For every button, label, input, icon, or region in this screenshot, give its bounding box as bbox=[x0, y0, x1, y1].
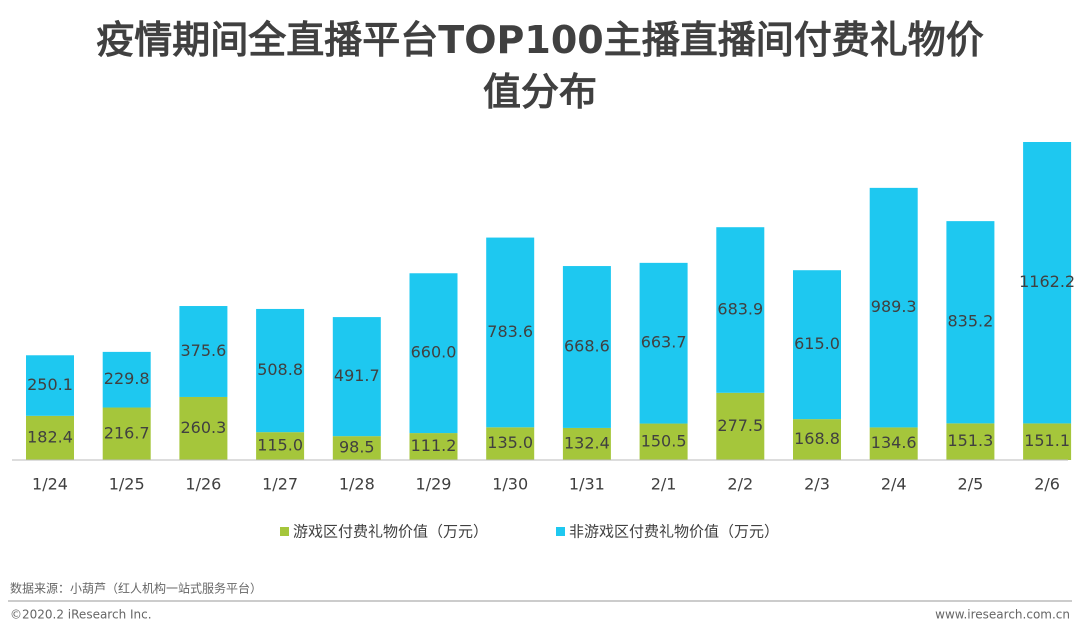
value-label: 1162.2 bbox=[1019, 272, 1075, 291]
x-tick-label: 1/31 bbox=[569, 475, 605, 494]
x-tick-label: 2/1 bbox=[651, 475, 677, 494]
copyright: ©2020.2 iResearch Inc. bbox=[10, 608, 152, 622]
x-tick-label: 1/27 bbox=[262, 475, 298, 494]
bar-segment bbox=[256, 308, 305, 433]
bar-segment bbox=[1023, 423, 1072, 460]
value-label: 615.0 bbox=[794, 334, 840, 353]
bar-segment bbox=[26, 355, 74, 416]
value-label: 115.0 bbox=[257, 436, 303, 455]
x-tick-label: 2/4 bbox=[881, 475, 907, 494]
chart-title: 疫情期间全直播平台TOP100主播直播间付费礼物价值分布 bbox=[96, 18, 984, 114]
bar-segment bbox=[793, 270, 841, 420]
value-label: 683.9 bbox=[717, 300, 763, 319]
website: www.iresearch.com.cn bbox=[935, 608, 1070, 622]
value-label: 663.7 bbox=[641, 333, 687, 352]
bar-segment bbox=[256, 432, 305, 460]
value-label: 660.0 bbox=[411, 343, 457, 362]
value-label: 151.3 bbox=[947, 431, 993, 450]
bar-segment bbox=[486, 427, 535, 460]
value-label: 98.5 bbox=[339, 438, 375, 457]
legend-swatch bbox=[556, 527, 565, 536]
value-label: 375.6 bbox=[180, 341, 226, 360]
bar-segment bbox=[716, 392, 765, 460]
bar-segment bbox=[409, 433, 458, 460]
bar-segment bbox=[179, 396, 228, 460]
value-label: 168.8 bbox=[794, 429, 840, 448]
value-label: 668.6 bbox=[564, 336, 610, 355]
x-tick-label: 1/25 bbox=[109, 475, 145, 494]
x-tick-label: 2/6 bbox=[1034, 475, 1060, 494]
bar-segment bbox=[639, 423, 688, 460]
bar-segment bbox=[409, 273, 458, 434]
value-label: 989.3 bbox=[871, 297, 917, 316]
value-label: 783.6 bbox=[487, 322, 533, 341]
bar-segment bbox=[332, 317, 381, 437]
source: 数据来源：小葫芦（红人机构一站式服务平台） bbox=[10, 581, 262, 596]
x-tick-label: 1/26 bbox=[185, 475, 221, 494]
value-label: 182.4 bbox=[27, 427, 73, 446]
value-label: 151.1 bbox=[1024, 431, 1070, 450]
value-label: 216.7 bbox=[104, 423, 150, 442]
bar-segment bbox=[793, 419, 841, 460]
value-label: 135.0 bbox=[487, 433, 533, 452]
value-label: 111.2 bbox=[411, 436, 457, 455]
bar-segment bbox=[179, 306, 228, 397]
value-label: 277.5 bbox=[717, 416, 763, 435]
bar-segment bbox=[486, 237, 535, 428]
bar-segment bbox=[946, 221, 995, 424]
bar-segment bbox=[102, 351, 151, 408]
value-label: 250.1 bbox=[27, 375, 73, 394]
legend-label: 非游戏区付费礼物价值（万元） bbox=[569, 523, 779, 541]
bar-segment bbox=[946, 423, 995, 460]
bar-segment bbox=[716, 227, 765, 393]
bar-segment bbox=[332, 436, 381, 460]
x-tick-label: 2/5 bbox=[958, 475, 984, 494]
value-label: 134.6 bbox=[871, 433, 917, 452]
bar-segment bbox=[26, 415, 74, 460]
value-label: 508.8 bbox=[257, 360, 303, 379]
value-label: 260.3 bbox=[180, 418, 226, 437]
x-tick-label: 1/28 bbox=[339, 475, 375, 494]
x-tick-label: 2/3 bbox=[804, 475, 830, 494]
value-label: 835.2 bbox=[947, 312, 993, 331]
x-tick-label: 1/24 bbox=[32, 475, 68, 494]
bar-segment bbox=[562, 427, 611, 460]
legend-label: 游戏区付费礼物价值（万元） bbox=[293, 523, 488, 541]
value-label: 150.5 bbox=[641, 431, 687, 450]
value-label: 491.7 bbox=[334, 366, 380, 385]
bar-segment bbox=[869, 427, 918, 460]
legend-swatch bbox=[280, 527, 289, 536]
x-tick-label: 1/29 bbox=[416, 475, 452, 494]
x-tick-label: 2/2 bbox=[727, 475, 753, 494]
value-label: 229.8 bbox=[104, 369, 150, 388]
bar-segment bbox=[639, 262, 688, 424]
value-label: 132.4 bbox=[564, 433, 610, 452]
bar-segment bbox=[562, 266, 611, 428]
x-tick-label: 1/30 bbox=[492, 475, 528, 494]
bar-segment bbox=[869, 187, 918, 428]
bar-segment bbox=[1023, 142, 1072, 424]
bar-segment bbox=[102, 407, 151, 460]
